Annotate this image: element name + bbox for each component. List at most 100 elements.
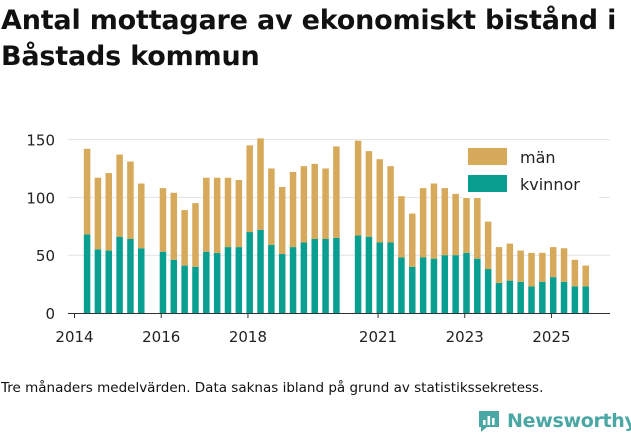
bar-man — [495, 247, 503, 283]
bar-kvinnor — [192, 266, 199, 313]
bar-chart: 0 50 100 150 2014 2016 2018 2021 2023 2025 män k… — [26, 132, 610, 346]
bar-kvinnor — [354, 235, 362, 313]
x-tick-label: 2021 — [359, 328, 397, 346]
bar-man — [300, 166, 308, 243]
y-tick-label: 0 — [45, 305, 55, 323]
bar-kvinnor — [419, 257, 427, 313]
bar-kvinnor — [549, 277, 557, 313]
bar-man — [582, 265, 589, 287]
legend-swatch-women — [468, 175, 507, 192]
bar-kvinnor — [311, 239, 318, 313]
x-tick-label: 2018 — [229, 328, 267, 346]
bar-kvinnor — [170, 259, 178, 313]
bar-man — [105, 173, 113, 251]
bar-kvinnor — [289, 247, 297, 313]
bar-man — [517, 250, 524, 282]
bar-man — [571, 259, 579, 287]
bar-kvinnor — [571, 286, 579, 313]
bar-kvinnor — [224, 247, 232, 313]
x-tick-label: 2023 — [446, 328, 484, 346]
bar-man — [203, 177, 210, 252]
bar-man — [333, 146, 340, 238]
bar-man — [224, 177, 232, 248]
bar-man — [398, 196, 405, 258]
newsworthy-icon — [479, 411, 499, 432]
newsworthy-logo: Newsworthy — [476, 408, 631, 434]
x-tick-label: 2016 — [142, 328, 180, 346]
bar-man — [549, 247, 557, 278]
legend-swatch-men — [468, 148, 507, 165]
x-axis: 2014 2016 2018 2021 2023 2025 — [55, 313, 610, 346]
bar-man — [159, 188, 167, 252]
bar-kvinnor — [430, 258, 438, 313]
bar-kvinnor — [333, 237, 340, 313]
bars — [83, 138, 589, 313]
bar-kvinnor — [463, 252, 470, 313]
bar-kvinnor — [387, 242, 394, 313]
bar-man — [474, 193, 481, 259]
bar-man — [170, 192, 178, 260]
bar-man — [116, 154, 123, 237]
bar-kvinnor — [138, 248, 145, 313]
bar-man — [94, 177, 102, 250]
bar-man — [376, 159, 384, 243]
bar-kvinnor — [213, 252, 221, 313]
bar-man — [268, 168, 275, 245]
bar-kvinnor — [539, 281, 546, 313]
bar-kvinnor — [474, 258, 481, 313]
bar-man — [311, 163, 318, 239]
y-axis-ticks: 0 50 100 150 — [26, 132, 55, 323]
bar-kvinnor — [203, 251, 210, 313]
bar-kvinnor — [300, 242, 308, 313]
legend: män kvinnor — [463, 145, 599, 198]
bar-kvinnor — [181, 265, 188, 313]
bar-kvinnor — [376, 242, 384, 313]
y-tick-label: 150 — [26, 132, 55, 150]
bar-kvinnor — [506, 280, 514, 313]
bar-kvinnor — [517, 281, 524, 313]
footnote: Tre månaders medelvärden. Data saknas ib… — [1, 380, 544, 396]
bar-man — [430, 183, 438, 259]
bar-man — [127, 161, 134, 239]
bar-kvinnor — [116, 236, 123, 313]
bar-kvinnor — [268, 244, 275, 313]
bar-man — [539, 252, 546, 282]
bar-man — [528, 252, 535, 287]
bar-man — [213, 177, 221, 253]
bar-kvinnor — [441, 255, 449, 313]
bar-kvinnor — [322, 239, 329, 313]
bar-man — [441, 188, 449, 256]
legend-label-women: kvinnor — [520, 175, 580, 194]
bar-kvinnor — [452, 255, 459, 313]
bar-man — [463, 195, 470, 253]
legend-label-men: män — [520, 148, 556, 167]
bar-man — [419, 188, 427, 258]
bar-man — [322, 168, 329, 239]
bar-kvinnor — [582, 286, 589, 313]
bar-kvinnor — [105, 250, 113, 313]
bar-man — [278, 186, 286, 255]
bar-kvinnor — [495, 282, 503, 313]
bar-man — [138, 183, 145, 249]
bar-man — [246, 145, 253, 233]
bar-kvinnor — [159, 251, 167, 313]
x-tick-label: 2014 — [55, 328, 93, 346]
bar-kvinnor — [127, 239, 134, 313]
bar-man — [354, 140, 362, 236]
bar-kvinnor — [257, 229, 264, 313]
bar-man — [560, 248, 568, 282]
bar-man — [181, 210, 188, 266]
bar-kvinnor — [560, 281, 568, 313]
bar-kvinnor — [94, 249, 102, 313]
bar-kvinnor — [235, 247, 243, 313]
bar-man — [289, 171, 297, 248]
bar-man — [484, 221, 492, 270]
bar-man — [83, 148, 91, 235]
bar-man — [192, 203, 199, 267]
bar-kvinnor — [83, 234, 91, 313]
bar-kvinnor — [246, 232, 253, 313]
bar-kvinnor — [278, 254, 286, 313]
chart-title: Antal mottagare av ekonomiskt bistånd i … — [1, 5, 617, 72]
y-tick-label: 100 — [26, 189, 55, 207]
bar-kvinnor — [528, 286, 535, 313]
